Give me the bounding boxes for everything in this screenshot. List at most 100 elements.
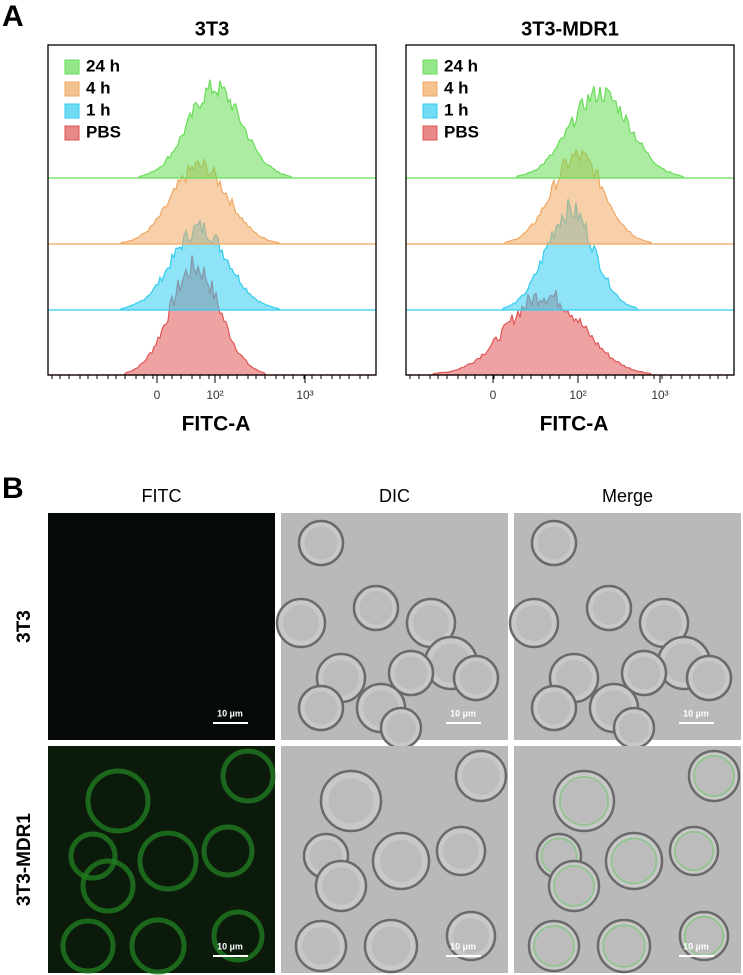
cell-inner xyxy=(516,605,552,641)
cell xyxy=(220,748,276,804)
scale-bar-label: 10 µm xyxy=(450,941,476,951)
panel-label: A xyxy=(2,0,24,33)
cell-inner xyxy=(443,833,479,869)
x-tick-label: 10² xyxy=(569,388,586,402)
cell-inner xyxy=(459,661,493,695)
cell xyxy=(137,830,199,892)
cell-inner xyxy=(537,526,571,560)
image-bg xyxy=(48,746,275,973)
cell-inner xyxy=(592,591,626,625)
micrograph: 10 µm xyxy=(48,513,275,740)
cell-glow xyxy=(559,776,609,826)
micrograph: 10 µm xyxy=(508,513,741,750)
cell-inner xyxy=(359,591,393,625)
x-axis-label: FITC-A xyxy=(182,413,251,436)
column-header: DIC xyxy=(379,486,410,506)
cell-glow xyxy=(533,925,575,967)
cell-inner xyxy=(304,526,338,560)
micrograph: 10 µm xyxy=(275,513,508,750)
cell-inner xyxy=(676,833,712,869)
cell-inner xyxy=(283,605,319,641)
legend-swatch xyxy=(422,81,438,97)
cell-glow xyxy=(693,755,735,797)
plot-frame xyxy=(47,44,377,376)
legend-label: 1 h xyxy=(444,100,469,119)
cell-inner xyxy=(394,656,428,690)
legend-swatch xyxy=(64,103,80,119)
panel-label: B xyxy=(2,472,24,505)
cell-inner xyxy=(462,757,500,795)
x-tick-label: 0 xyxy=(490,388,497,402)
scale-bar-label: 10 µm xyxy=(217,941,243,951)
legend-swatch xyxy=(422,125,438,141)
cell-inner xyxy=(328,778,374,824)
cell-inner xyxy=(380,840,422,882)
scale-bar-label: 10 µm xyxy=(217,708,243,718)
legend-label: 1 h xyxy=(86,100,111,119)
cell xyxy=(129,917,187,975)
cell-glow xyxy=(553,865,595,907)
cell-inner xyxy=(453,918,489,954)
cell-inner xyxy=(613,840,655,882)
legend-swatch xyxy=(64,125,80,141)
cell-inner xyxy=(413,605,449,641)
legend-swatch xyxy=(422,103,438,119)
legend-swatch xyxy=(64,81,80,97)
x-tick-label: 10² xyxy=(206,388,223,402)
scale-bar-label: 10 µm xyxy=(683,708,709,718)
cell-inner xyxy=(555,867,593,905)
micrograph: 10 µm xyxy=(48,746,276,975)
cell-inner xyxy=(627,656,661,690)
cell-glow xyxy=(610,837,658,885)
plot-title: 3T3 xyxy=(195,18,229,40)
legend-label: 4 h xyxy=(444,78,469,97)
cell xyxy=(80,858,136,914)
cell-inner xyxy=(686,918,722,954)
x-tick-label: 0 xyxy=(154,388,161,402)
cell-inner xyxy=(371,926,411,966)
cell-inner xyxy=(535,927,573,965)
cell-glow xyxy=(673,830,715,872)
row-label: 3T3-MDR1 xyxy=(14,813,35,906)
scale-bar-label: 10 µm xyxy=(683,941,709,951)
cell-inner xyxy=(302,927,340,965)
cell-inner xyxy=(556,660,592,696)
cell-inner xyxy=(692,661,726,695)
legend-label: PBS xyxy=(444,122,479,141)
plot-title: 3T3-MDR1 xyxy=(521,18,619,40)
column-header: Merge xyxy=(602,486,653,506)
row-label: 3T3 xyxy=(14,610,35,643)
legend-label: PBS xyxy=(86,122,121,141)
legend-swatch xyxy=(64,59,80,75)
cell-inner xyxy=(561,778,607,824)
cell xyxy=(201,824,255,878)
cell-inner xyxy=(604,926,644,966)
micrograph: 10 µm xyxy=(514,746,741,974)
cell xyxy=(60,918,116,974)
scale-bar-label: 10 µm xyxy=(450,708,476,718)
cell-inner xyxy=(322,867,360,905)
cell-inner xyxy=(386,713,416,743)
legend-label: 4 h xyxy=(86,78,111,97)
cell xyxy=(211,909,265,963)
cell-inner xyxy=(323,660,359,696)
legend-swatch xyxy=(422,59,438,75)
x-tick-label: 10³ xyxy=(651,388,668,402)
x-axis-label: FITC-A xyxy=(540,413,609,436)
x-tick-label: 10³ xyxy=(296,388,313,402)
image-bg xyxy=(48,513,275,740)
column-header: FITC xyxy=(142,486,182,506)
histogram xyxy=(48,79,376,179)
legend-label: 24 h xyxy=(444,56,478,75)
histogram xyxy=(406,86,734,179)
legend-label: 24 h xyxy=(86,56,120,75)
micrograph: 10 µm xyxy=(281,746,508,974)
cell xyxy=(85,768,151,834)
cell xyxy=(68,831,118,881)
cell-inner xyxy=(646,605,682,641)
cell-inner xyxy=(619,713,649,743)
cell-glow xyxy=(602,924,646,968)
cell-inner xyxy=(537,691,571,725)
cell-inner xyxy=(304,691,338,725)
